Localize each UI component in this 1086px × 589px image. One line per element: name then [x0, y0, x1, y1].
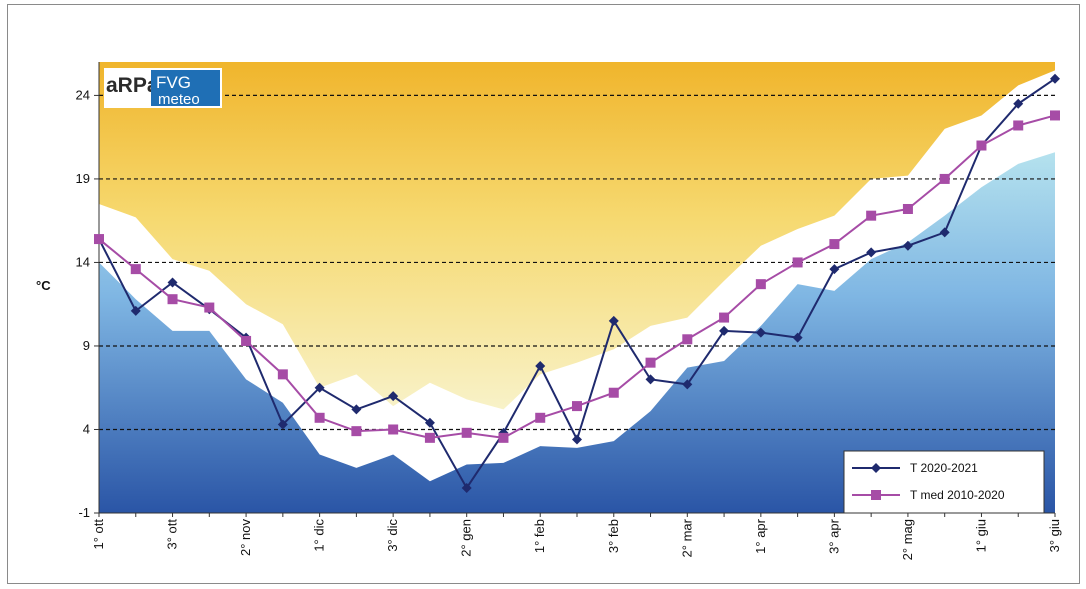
- data-point: [755, 279, 766, 290]
- x-tick-label: 1° ott: [91, 519, 106, 550]
- data-point: [645, 374, 656, 385]
- data-point: [461, 482, 472, 493]
- x-tick-label: 1° giu: [973, 519, 988, 552]
- data-point: [645, 357, 656, 368]
- data-point: [351, 404, 362, 415]
- x-tick-label: 2° mag: [900, 519, 915, 560]
- data-point: [535, 412, 546, 423]
- data-point: [682, 334, 693, 345]
- logo-arpa-text: aRPa: [106, 74, 159, 97]
- gridlines: [99, 94, 1055, 431]
- data-point: [167, 294, 178, 305]
- data-point: [167, 277, 178, 288]
- cool-band: [99, 152, 1055, 513]
- legend-label-tmed: T med 2010-2020: [910, 488, 1005, 502]
- data-point: [130, 305, 141, 316]
- data-point: [829, 239, 840, 250]
- data-point: [939, 173, 950, 184]
- data-point: [351, 426, 362, 437]
- data-point: [866, 247, 877, 258]
- x-tick-label: 3° giu: [1047, 519, 1062, 552]
- series-tmed-2010-2020: [94, 110, 1060, 443]
- x-axis: 1° ott 3° ott 2° nov 1° dic 3° dic 2° gen 1° f…: [91, 512, 1062, 560]
- data-point: [130, 264, 141, 275]
- logo-fvg-text: FVG: [156, 73, 191, 92]
- data-point: [866, 210, 877, 221]
- data-point: [498, 432, 509, 443]
- data-point: [608, 387, 619, 398]
- series-layer: [94, 73, 1060, 493]
- data-point: [572, 401, 582, 412]
- x-tick-label: 2° gen: [459, 519, 474, 557]
- data-point: [608, 315, 619, 326]
- y-axis-label: °C: [36, 278, 51, 293]
- data-point: [388, 424, 399, 435]
- y-axis: -1 4 9 14 19 24: [76, 62, 100, 520]
- y-tick-label: -1: [78, 505, 90, 520]
- arpa-fvg-meteo-logo: aRPa FVG meteo: [104, 68, 222, 108]
- legend-label-t2020: T 2020-2021: [910, 461, 978, 475]
- data-point: [1050, 73, 1060, 84]
- data-point: [388, 391, 399, 402]
- data-point: [829, 264, 840, 275]
- data-point: [94, 234, 104, 245]
- data-point: [976, 140, 987, 151]
- y-tick-label: 4: [83, 421, 90, 436]
- logo-meteo-text: meteo: [158, 91, 200, 108]
- data-point: [535, 361, 546, 372]
- y-tick-label: 14: [76, 254, 90, 269]
- data-point: [1013, 120, 1024, 131]
- data-point: [719, 325, 730, 336]
- data-point: [277, 419, 288, 430]
- data-point: [902, 240, 913, 251]
- data-point: [314, 382, 325, 393]
- data-point: [682, 379, 693, 390]
- x-tick-label: 3° ott: [165, 519, 180, 550]
- data-point: [902, 203, 913, 214]
- data-point: [241, 335, 252, 346]
- data-point: [792, 332, 803, 343]
- data-point: [314, 412, 325, 423]
- y-tick-label: 19: [76, 171, 90, 186]
- data-point: [424, 432, 435, 443]
- data-point: [1050, 110, 1060, 121]
- data-point: [277, 369, 288, 380]
- legend: T 2020-2021 T med 2010-2020: [843, 450, 1045, 514]
- data-point: [719, 312, 730, 323]
- y-tick-label: 24: [76, 87, 90, 102]
- x-tick-label: 3° feb: [606, 519, 621, 553]
- data-point: [424, 417, 435, 428]
- legend-marker-tmed: [871, 490, 881, 500]
- data-point: [1013, 98, 1024, 109]
- data-point: [204, 302, 215, 313]
- data-point: [755, 327, 766, 338]
- x-tick-label: 3° apr: [826, 518, 841, 554]
- data-point: [792, 257, 803, 268]
- x-tick-label: 2° nov: [238, 519, 253, 557]
- x-tick-label: 1° feb: [532, 519, 547, 553]
- x-tick-label: 2° mar: [679, 518, 694, 557]
- warm-band: [99, 62, 1055, 410]
- data-point: [572, 434, 582, 445]
- legend-box: [843, 450, 1045, 514]
- data-point: [461, 427, 472, 438]
- x-tick-label: 1° apr: [753, 518, 768, 554]
- x-tick-label: 3° dic: [385, 519, 400, 552]
- y-tick-label: 9: [83, 338, 90, 353]
- x-tick-label: 1° dic: [312, 519, 327, 552]
- data-point: [939, 227, 950, 238]
- logo-blue-block: [151, 70, 220, 106]
- legend-marker-t2020: [871, 463, 881, 473]
